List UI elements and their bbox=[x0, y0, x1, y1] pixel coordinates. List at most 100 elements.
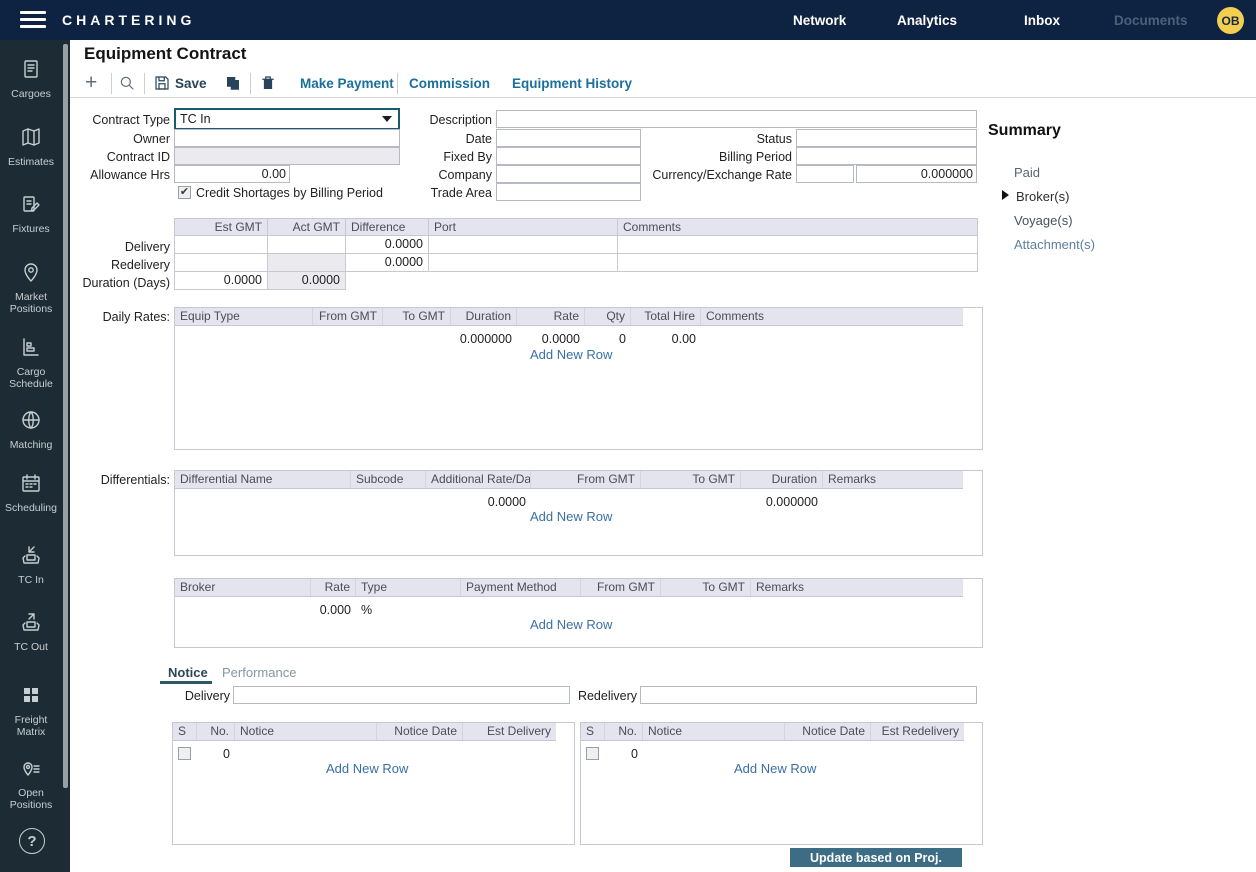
description-field[interactable] bbox=[496, 110, 977, 128]
summary-item-brokers[interactable]: Broker(s) bbox=[1016, 189, 1070, 204]
comments-cell[interactable] bbox=[701, 330, 963, 348]
sidebar-item-market-positions[interactable]: Market Positions bbox=[0, 260, 62, 315]
to-gmt-cell[interactable] bbox=[383, 330, 451, 348]
sidebar-item-freight-matrix[interactable]: Freight Matrix bbox=[0, 683, 62, 738]
sidebar-item-tc-in[interactable]: TC In bbox=[0, 543, 62, 586]
sidebar-item-tc-out[interactable]: TC Out bbox=[0, 610, 62, 653]
search-icon[interactable] bbox=[118, 74, 136, 97]
summary-item-voyages[interactable]: Voyage(s) bbox=[1014, 213, 1073, 228]
brokers-add-new-row-link[interactable]: Add New Row bbox=[530, 617, 613, 632]
duration-cell[interactable]: 0.000000 bbox=[765, 495, 818, 509]
save-button[interactable]: Save bbox=[175, 76, 207, 91]
tab-notice[interactable]: Notice bbox=[168, 665, 208, 680]
daily-rates-row[interactable]: 0.000000 0.0000 0 0.00 bbox=[175, 330, 963, 348]
hamburger-menu-icon[interactable] bbox=[20, 11, 46, 29]
qty-cell[interactable]: 0 bbox=[619, 332, 626, 346]
nav-inbox[interactable]: Inbox bbox=[1024, 13, 1060, 28]
user-avatar[interactable]: OB bbox=[1217, 7, 1244, 34]
trash-icon[interactable] bbox=[259, 74, 277, 97]
col-payment-method: Payment Method bbox=[461, 579, 581, 596]
broker-cell[interactable] bbox=[175, 601, 311, 619]
summary-item-attachments[interactable]: Attachment(s) bbox=[1014, 237, 1095, 252]
toolbar-divider bbox=[250, 73, 251, 94]
summary-title: Summary bbox=[988, 122, 1061, 139]
nav-network[interactable]: Network bbox=[793, 13, 847, 28]
billing-period-field[interactable] bbox=[796, 147, 977, 165]
equipment-history-button[interactable]: Equipment History bbox=[512, 76, 633, 91]
duration-est-cell[interactable]: 0.0000 bbox=[175, 272, 268, 290]
delivery-port-cell[interactable] bbox=[429, 236, 618, 254]
differential-name-cell[interactable] bbox=[175, 493, 351, 511]
duration-cell[interactable]: 0.000000 bbox=[459, 332, 512, 346]
from-gmt-cell[interactable] bbox=[313, 330, 383, 348]
currency-field[interactable] bbox=[796, 165, 854, 183]
credit-shortages-checkbox[interactable]: ✔ bbox=[178, 186, 191, 199]
sidebar-item-fixtures[interactable]: Fixtures bbox=[0, 192, 62, 235]
col-no: No. bbox=[605, 723, 643, 740]
contract-type-select[interactable]: TC In bbox=[174, 108, 400, 130]
sidebar-scrollbar[interactable] bbox=[63, 44, 68, 788]
date-field[interactable] bbox=[496, 129, 641, 147]
sidebar-item-estimates[interactable]: Estimates bbox=[0, 125, 62, 168]
expand-arrow-icon[interactable] bbox=[1002, 190, 1009, 200]
nav-analytics[interactable]: Analytics bbox=[897, 13, 958, 28]
est-redelivery-cell[interactable] bbox=[871, 745, 964, 763]
trade-area-field[interactable] bbox=[496, 183, 641, 201]
redelivery-notice-row[interactable]: 0 bbox=[581, 745, 964, 763]
delivery-comments-cell[interactable] bbox=[618, 236, 978, 254]
commission-button[interactable]: Commission bbox=[409, 76, 491, 91]
contract-type-label: Contract Type bbox=[92, 113, 170, 127]
subcode-cell[interactable] bbox=[351, 493, 426, 511]
redelivery-comments-cell[interactable] bbox=[618, 254, 978, 272]
sidebar-item-cargoes[interactable]: Cargoes bbox=[0, 57, 62, 100]
redelivery-port-cell[interactable] bbox=[429, 254, 618, 272]
update-proj-date-button[interactable]: Update based on Proj. Date bbox=[790, 848, 962, 872]
owner-field[interactable] bbox=[174, 129, 400, 147]
to-gmt-cell[interactable] bbox=[641, 493, 741, 511]
col-notice-date: Notice Date bbox=[785, 723, 871, 740]
sidebar-item-cargo-schedule[interactable]: Cargo Schedule bbox=[0, 335, 62, 390]
delivery-est-gmt-cell[interactable] bbox=[175, 236, 268, 254]
notice-redelivery-field[interactable] bbox=[640, 686, 977, 704]
row-select-checkbox[interactable] bbox=[178, 747, 191, 760]
summary-item-paid[interactable]: Paid bbox=[1014, 165, 1041, 180]
contract-type-value: TC In bbox=[180, 112, 211, 126]
brokers-row[interactable]: 0.000 % bbox=[175, 601, 963, 619]
status-field[interactable] bbox=[796, 129, 977, 147]
total-hire-cell[interactable]: 0.00 bbox=[671, 332, 696, 346]
delivery-notices-add-new-row-link[interactable]: Add New Row bbox=[326, 761, 409, 776]
redelivery-est-gmt-cell[interactable] bbox=[175, 254, 268, 272]
add-icon[interactable]: + bbox=[85, 71, 98, 94]
equip-type-cell[interactable] bbox=[175, 330, 313, 348]
save-icon[interactable] bbox=[153, 74, 171, 97]
type-cell[interactable]: % bbox=[361, 603, 373, 617]
copy-icon[interactable] bbox=[224, 74, 242, 97]
redelivery-notices-add-new-row-link[interactable]: Add New Row bbox=[734, 761, 817, 776]
tab-performance[interactable]: Performance bbox=[222, 665, 297, 680]
differentials-row[interactable]: 0.0000 0.000000 bbox=[175, 493, 963, 511]
additional-rate-cell[interactable]: 0.0000 bbox=[487, 495, 526, 509]
notice-delivery-field[interactable] bbox=[233, 686, 570, 704]
exchange-rate-field[interactable] bbox=[856, 165, 977, 183]
daily-rates-add-new-row-link[interactable]: Add New Row bbox=[530, 347, 613, 362]
rate-cell[interactable]: 0.0000 bbox=[541, 332, 580, 346]
rate-cell[interactable]: 0.000 bbox=[319, 603, 351, 617]
remarks-cell[interactable] bbox=[751, 601, 963, 619]
sidebar-item-scheduling[interactable]: Scheduling bbox=[0, 471, 62, 514]
sidebar-item-open-positions[interactable]: Open Positions bbox=[0, 756, 62, 811]
help-icon[interactable]: ? bbox=[19, 828, 45, 854]
delivery-act-gmt-cell[interactable] bbox=[268, 236, 346, 254]
col-rate: Rate bbox=[311, 579, 356, 596]
make-payment-button[interactable]: Make Payment bbox=[300, 76, 394, 91]
remarks-cell[interactable] bbox=[823, 493, 963, 511]
to-gmt-cell[interactable] bbox=[661, 601, 751, 619]
fixed-by-field[interactable] bbox=[496, 147, 641, 165]
sidebar-item-matching[interactable]: Matching bbox=[0, 408, 62, 451]
allowance-hrs-field[interactable] bbox=[174, 165, 290, 183]
company-field[interactable] bbox=[496, 165, 641, 183]
est-delivery-cell[interactable] bbox=[463, 745, 556, 763]
delivery-notice-row[interactable]: 0 bbox=[173, 745, 556, 763]
row-select-checkbox[interactable] bbox=[586, 747, 599, 760]
differentials-add-new-row-link[interactable]: Add New Row bbox=[530, 509, 613, 524]
delivery-grid-header: Est GMT Act GMT Difference Port Comments bbox=[175, 219, 978, 236]
